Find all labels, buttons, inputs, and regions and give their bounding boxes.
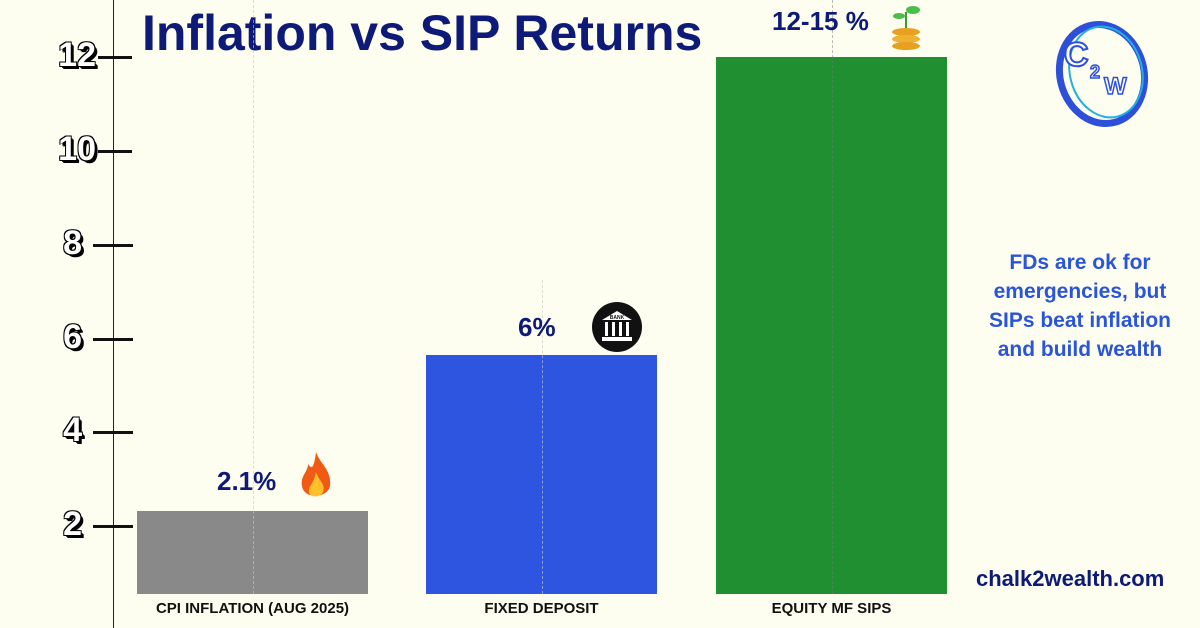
svg-text:C: C (1064, 36, 1089, 74)
note-text: FDs are ok for emergencies, but SIPs bea… (988, 251, 1172, 361)
fire-icon (298, 450, 334, 507)
chart-title: Inflation vs SIP Returns (142, 5, 703, 61)
bar-center-guide (541, 280, 543, 594)
y-tick (93, 525, 133, 529)
x-category-label: FIXED DEPOSIT (484, 600, 599, 617)
svg-text:2: 2 (1090, 62, 1100, 82)
website-link[interactable]: chalk2wealth.com (976, 566, 1165, 591)
y-axis-line (113, 0, 114, 628)
svg-text:BANK: BANK (610, 315, 625, 321)
x-category-label: EQUITY MF SIPS (771, 600, 892, 617)
y-tick-label: 4 (63, 411, 82, 450)
data-label: 12-15 % (772, 6, 869, 36)
svg-text:W: W (1104, 73, 1127, 100)
bank-icon: BANK (592, 302, 642, 357)
x-category-label: CPI INFLATION (AUG 2025) (155, 600, 350, 617)
y-tick-label: 2 (63, 505, 82, 544)
bar-center-guide (252, 0, 254, 594)
data-label: 6% (518, 312, 556, 342)
y-tick-label: 6 (63, 317, 82, 356)
y-tick-label: 12 (58, 36, 96, 74)
bar-center-guide (831, 0, 833, 594)
y-tick (93, 431, 133, 435)
y-tick-label: 10 (58, 129, 96, 168)
y-tick (93, 337, 133, 341)
y-tick (93, 243, 133, 247)
data-label: 2.1% (217, 466, 277, 496)
y-tick (98, 149, 132, 153)
y-tick (98, 56, 132, 59)
money-plant-icon (888, 2, 924, 59)
y-tick-label: 8 (63, 223, 82, 262)
